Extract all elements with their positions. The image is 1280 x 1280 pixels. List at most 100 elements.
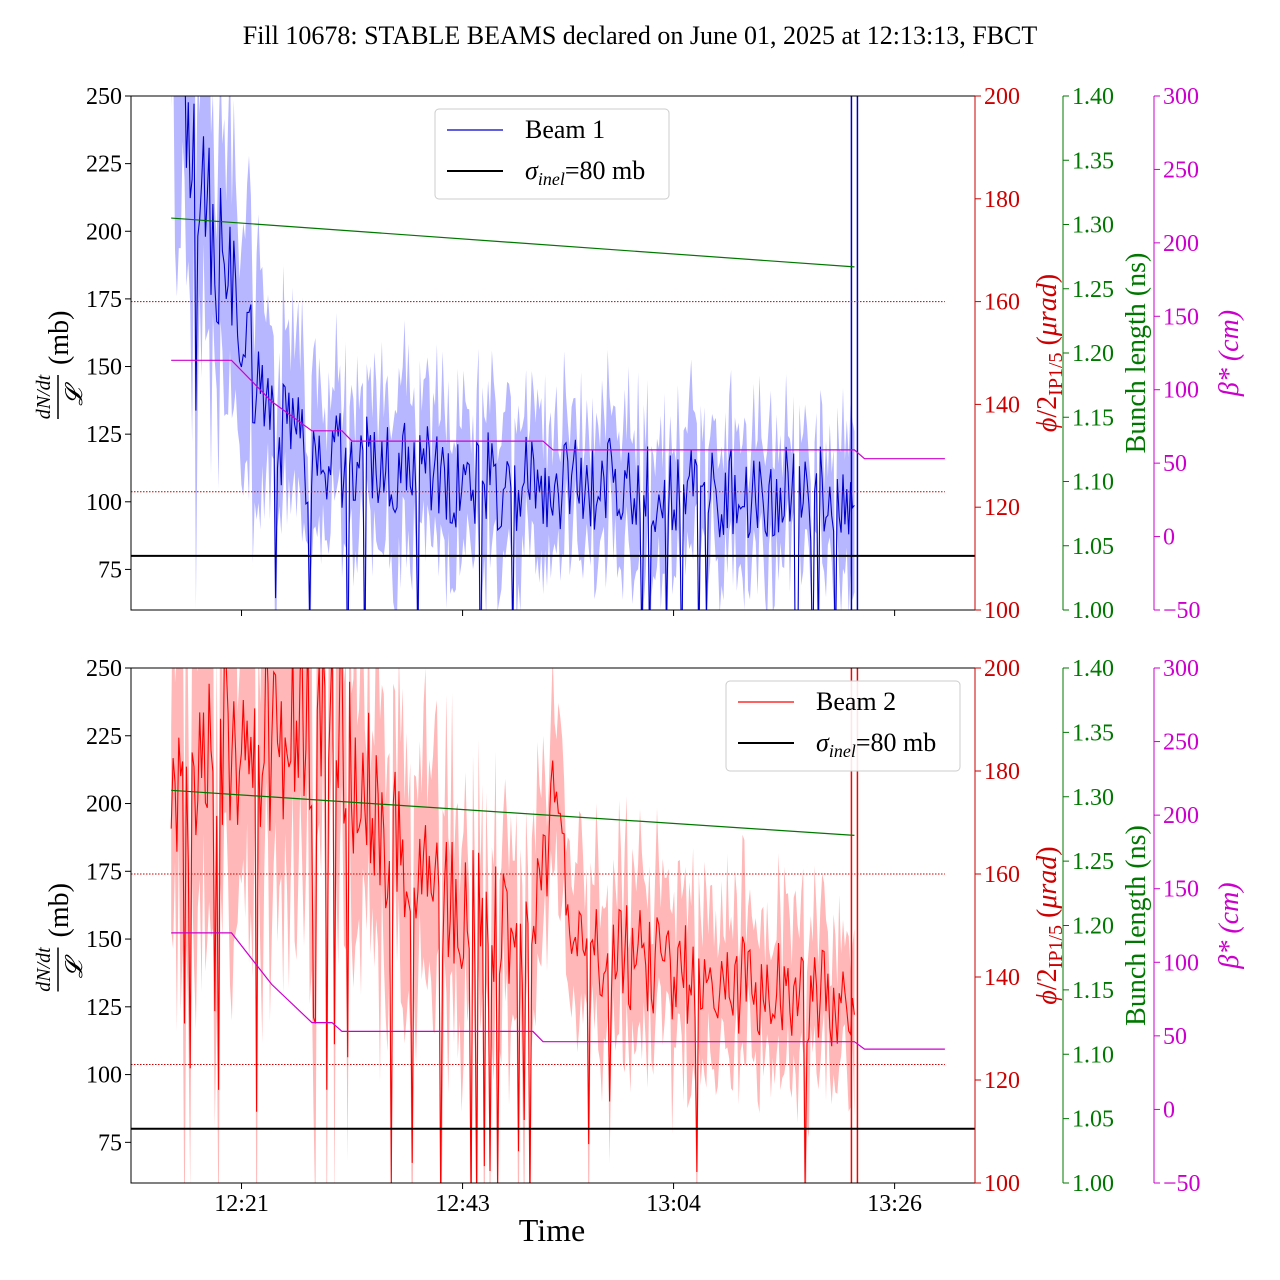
bunch-length-tick-label: 1.40 [1072, 84, 1114, 110]
y-label-denominator: 𝓛 [62, 382, 88, 406]
bunch-length-line [171, 217, 855, 268]
beta-star-tick-label: 300 [1163, 84, 1199, 110]
beta-star-tick-label: 0 [1163, 1097, 1175, 1123]
y-label-numerator: dN/dt [33, 947, 55, 992]
legend-sigma-subscript: inel [538, 169, 565, 189]
phi-tick-label: 160 [984, 290, 1020, 316]
x-tick-label: 13:04 [646, 1191, 701, 1217]
phi-label-unit: ( [1032, 336, 1063, 352]
phi-tick-label: 120 [984, 1068, 1020, 1094]
bunch-length-tick-label: 1.20 [1072, 341, 1114, 367]
bunch-length-axis-label-text: Bunch length (ns) [1121, 253, 1152, 454]
phi-tick-label: 140 [984, 392, 1020, 418]
bunch-length-tick-label: 1.35 [1072, 148, 1114, 174]
phi-axis-label-text: ϕ/2IP1/5 (μrad) [1032, 846, 1067, 1004]
legend-sigma-value: =80 mb [856, 728, 936, 757]
phi-tick-label: 180 [984, 759, 1020, 785]
y-tick-label: 125 [86, 422, 122, 448]
y-tick-label: 150 [86, 927, 122, 953]
bunch-length-tick-label: 1.35 [1072, 720, 1114, 746]
beta-star-tick-label: 300 [1163, 656, 1199, 682]
legend-beam-label: Beam 1 [525, 115, 605, 144]
legend-beam-label: Beam 2 [816, 687, 896, 716]
legend-sigma-symbol: σ [816, 728, 830, 757]
legend-sigma-value: =80 mb [565, 156, 645, 185]
phi-label-unit: ( [1032, 909, 1063, 925]
phi-label-unit-mu: μrad [1032, 855, 1063, 910]
bunch-length-axis-label: Bunch length (ns) [1121, 253, 1152, 454]
legend-sigma-label: σinel=80 mb [816, 728, 936, 761]
beta-star-tick-label: 150 [1163, 877, 1199, 903]
beta-star-line [171, 359, 945, 460]
y-tick-label: 75 [98, 557, 122, 583]
x-axis-label: Time [519, 1212, 585, 1248]
legend-frame [725, 680, 961, 772]
bunch-length-tick-label: 1.10 [1072, 1042, 1114, 1068]
phi-tick-label: 100 [984, 1171, 1020, 1197]
beta-star-tick-label: 100 [1163, 950, 1199, 976]
phi-axis-label: ϕ/2IP1/5 (μrad) [1032, 846, 1067, 1004]
bunch-length-tick-label: 1.05 [1072, 1107, 1114, 1133]
beta-star-tick-label: −50 [1163, 598, 1201, 624]
legend-sigma-subscript: inel [829, 741, 856, 761]
beta-star-tick-label: 50 [1163, 451, 1187, 477]
figure-title: Fill 10678: STABLE BEAMS declared on Jun… [243, 21, 1038, 50]
bunch-length-tick-label: 1.10 [1072, 470, 1114, 496]
phi-tick-label: 120 [984, 495, 1020, 521]
phi-tick-label: 100 [984, 598, 1020, 624]
beam-1-panel: 75 100 125 150 175 200 225 250 100 120 140 160 180 20… [33, 84, 1245, 624]
beta-star-tick-label: 200 [1163, 231, 1199, 257]
beta-star-tick-label: 250 [1163, 730, 1199, 756]
y-tick-label: 150 [86, 355, 122, 381]
beta-star-tick-label: 150 [1163, 304, 1199, 330]
y-label-denominator: 𝓛 [62, 954, 88, 978]
phi-tick-label: 140 [984, 965, 1020, 991]
phi-tick-label: 200 [984, 656, 1020, 682]
y-tick-label: 100 [86, 1063, 122, 1089]
beta-star-line [171, 932, 945, 1050]
beta-star-axis-label: β* (cm) [1214, 310, 1245, 397]
y-tick-label: 175 [86, 859, 122, 885]
phi-label-main: /2 [1032, 396, 1063, 418]
y-tick-label: 75 [98, 1130, 122, 1156]
beta-star-axis-label: β* (cm) [1214, 882, 1245, 969]
bunch-length-axis-label-text: Bunch length (ns) [1121, 825, 1152, 1026]
y-axis-label: dN/dt 𝓛 (mb) [33, 883, 88, 992]
y-tick-label: 125 [86, 995, 122, 1021]
beta-star-axis-label-text: β* (cm) [1214, 310, 1245, 397]
bunch-length-tick-label: 1.05 [1072, 534, 1114, 560]
phi-label-subscript: IP1/5 [1045, 925, 1067, 968]
bunch-length-tick-label: 1.30 [1072, 213, 1114, 239]
bunch-length-tick-label: 1.30 [1072, 785, 1114, 811]
phi-tick-label: 180 [984, 187, 1020, 213]
bunch-length-tick-label: 1.25 [1072, 849, 1114, 875]
y-label-unit: (mb) [44, 311, 75, 365]
beam-2-panel: 75 100 125 150 175 200 225 250 100 120 140 160 180 20… [33, 656, 1245, 1217]
y-tick-label: 175 [86, 287, 122, 313]
y-tick-label: 225 [86, 724, 122, 750]
y-tick-label: 250 [86, 84, 122, 110]
bunch-length-tick-label: 1.00 [1072, 598, 1114, 624]
y-label-numerator: dN/dt [33, 374, 55, 419]
phi-symbol: ϕ [1032, 418, 1063, 433]
y-tick-label: 200 [86, 219, 122, 245]
bunch-length-tick-label: 1.20 [1072, 914, 1114, 940]
legend-sigma-label: σinel=80 mb [525, 156, 645, 189]
legend-sigma-symbol: σ [525, 156, 539, 185]
phi-symbol: ϕ [1032, 990, 1063, 1005]
plot-area [131, 96, 975, 610]
phi-axis-label-text: ϕ/2IP1/5 (μrad) [1032, 274, 1067, 432]
bunch-length-line [171, 789, 855, 836]
beta-star-tick-label: 50 [1163, 1024, 1187, 1050]
y-label-unit: (mb) [44, 883, 75, 937]
beam-loss-trace [184, 96, 855, 610]
beta-star-axis-label-text: β* (cm) [1214, 882, 1245, 969]
y-axis-label: dN/dt 𝓛 (mb) [33, 311, 88, 420]
beta-star-tick-label: 250 [1163, 157, 1199, 183]
bunch-length-axis-label: Bunch length (ns) [1121, 825, 1152, 1026]
x-tick-label: 12:43 [435, 1191, 490, 1217]
bunch-length-tick-label: 1.40 [1072, 656, 1114, 682]
phi-label-close: ) [1032, 274, 1063, 283]
beta-star-tick-label: 100 [1163, 378, 1199, 404]
